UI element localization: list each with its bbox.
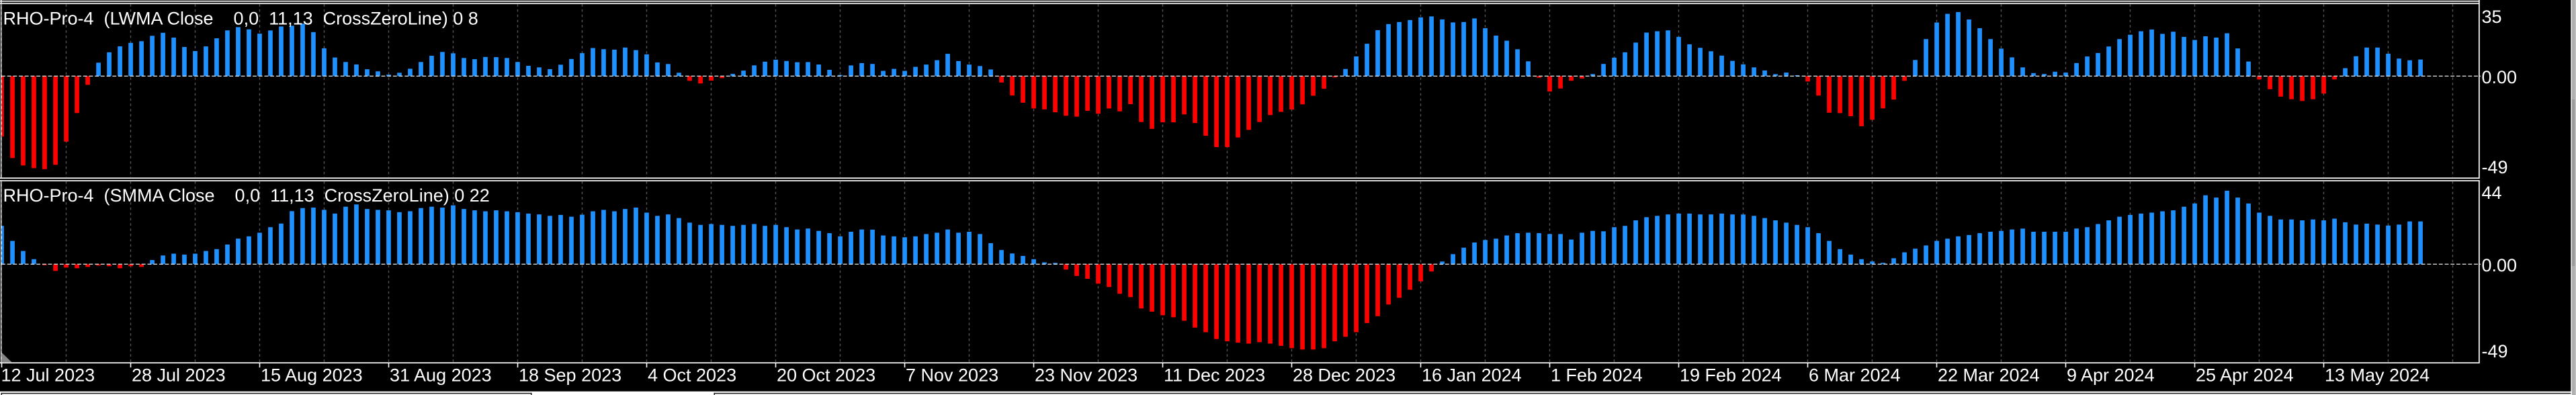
svg-text:35: 35 bbox=[2482, 7, 2502, 27]
svg-text:RHO-Pro-4 (SMMA Close 0,0: RHO-Pro-4 (SMMA Close 0,0 11,13 CrossZer… bbox=[3, 185, 490, 206]
svg-text:28 Dec 2023: 28 Dec 2023 bbox=[1293, 365, 1396, 386]
svg-text:13 May 2024: 13 May 2024 bbox=[2325, 365, 2430, 386]
svg-text:19 Feb 2024: 19 Feb 2024 bbox=[1680, 365, 1782, 386]
svg-text:11 Dec 2023: 11 Dec 2023 bbox=[1164, 365, 1265, 386]
svg-text:6 Mar 2024: 6 Mar 2024 bbox=[1809, 365, 1901, 386]
svg-text:15 Aug 2023: 15 Aug 2023 bbox=[261, 365, 363, 386]
svg-text:23 Nov 2023: 23 Nov 2023 bbox=[1035, 365, 1137, 386]
svg-text:44: 44 bbox=[2482, 183, 2502, 203]
svg-text:-49: -49 bbox=[2482, 157, 2508, 177]
svg-text:31 Aug 2023: 31 Aug 2023 bbox=[390, 365, 492, 386]
svg-text:25 Apr 2024: 25 Apr 2024 bbox=[2196, 365, 2294, 386]
svg-text:7 Nov 2023: 7 Nov 2023 bbox=[906, 365, 998, 386]
svg-text:22 Mar 2024: 22 Mar 2024 bbox=[1938, 365, 2040, 386]
svg-text:RHO-Pro-4 (LWMA Close 0,0: RHO-Pro-4 (LWMA Close 0,0 11,13 CrossZer… bbox=[3, 8, 478, 28]
svg-text:1 Feb 2024: 1 Feb 2024 bbox=[1551, 365, 1643, 386]
svg-text:12 Jul 2023: 12 Jul 2023 bbox=[1, 365, 95, 386]
svg-text:-49: -49 bbox=[2482, 341, 2508, 361]
svg-text:18 Sep 2023: 18 Sep 2023 bbox=[519, 365, 621, 386]
svg-text:4 Oct 2023: 4 Oct 2023 bbox=[648, 365, 736, 386]
svg-text:0.00: 0.00 bbox=[2482, 67, 2518, 87]
svg-text:28 Jul 2023: 28 Jul 2023 bbox=[132, 365, 226, 386]
svg-text:0.00: 0.00 bbox=[2482, 255, 2518, 275]
svg-text:16 Jan 2024: 16 Jan 2024 bbox=[1422, 365, 1522, 386]
svg-text:20 Oct 2023: 20 Oct 2023 bbox=[777, 365, 875, 386]
svg-text:9 Apr 2024: 9 Apr 2024 bbox=[2067, 365, 2155, 386]
